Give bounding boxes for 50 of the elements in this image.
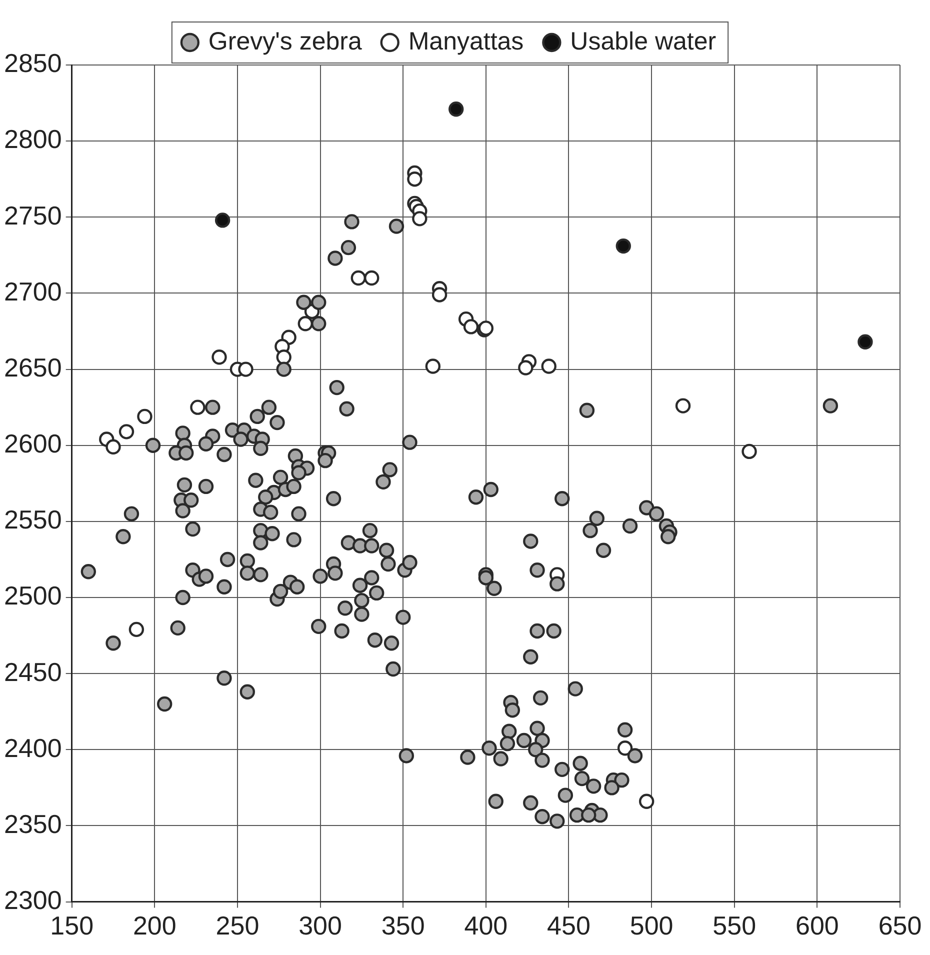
y-tick-label: 2450	[4, 656, 62, 687]
x-tick-label: 250	[216, 910, 260, 941]
x-tick-label: 500	[630, 910, 674, 941]
legend-label: Usable water	[570, 27, 716, 56]
point	[238, 362, 254, 377]
point	[425, 358, 441, 374]
y-tick-label: 2550	[4, 504, 62, 535]
point	[407, 172, 422, 187]
point	[518, 360, 534, 376]
y-tick-label: 2500	[4, 580, 62, 611]
x-tick-label: 650	[878, 910, 922, 941]
x-tick-label: 200	[132, 910, 176, 941]
point	[214, 212, 230, 228]
point	[742, 444, 757, 460]
x-tick-label: 450	[547, 910, 590, 941]
y-tick-label: 2350	[4, 808, 62, 839]
point	[616, 238, 631, 254]
point	[858, 334, 873, 350]
point	[463, 319, 479, 334]
point	[190, 400, 206, 415]
point	[128, 622, 144, 638]
x-tick-label: 300	[298, 910, 342, 941]
point	[276, 350, 292, 365]
x-tick-label: 600	[795, 910, 839, 941]
point	[412, 211, 428, 226]
legend-label: Grevy's zebra	[208, 27, 362, 56]
point	[118, 424, 134, 440]
point	[350, 270, 366, 286]
point	[638, 794, 654, 809]
point	[364, 270, 380, 286]
y-tick-label: 2850	[4, 48, 62, 78]
y-tick-label: 2400	[4, 732, 62, 763]
point	[432, 287, 448, 302]
point	[212, 350, 227, 365]
point	[298, 316, 313, 332]
point	[617, 740, 633, 756]
point	[541, 358, 556, 374]
legend-label: Manyattas	[408, 27, 524, 56]
y-tick-label: 2700	[4, 276, 62, 306]
x-tick-label: 400	[464, 910, 508, 941]
point	[137, 408, 152, 424]
y-tick-label: 2750	[4, 200, 62, 230]
y-tick-label: 2650	[4, 352, 62, 382]
y-tick-label: 2600	[4, 428, 62, 459]
y-tick-label: 2800	[4, 124, 62, 154]
x-tick-label: 350	[381, 910, 425, 941]
point	[448, 102, 464, 117]
x-tick-label: 550	[712, 910, 756, 941]
point	[106, 439, 121, 454]
point	[675, 398, 691, 414]
